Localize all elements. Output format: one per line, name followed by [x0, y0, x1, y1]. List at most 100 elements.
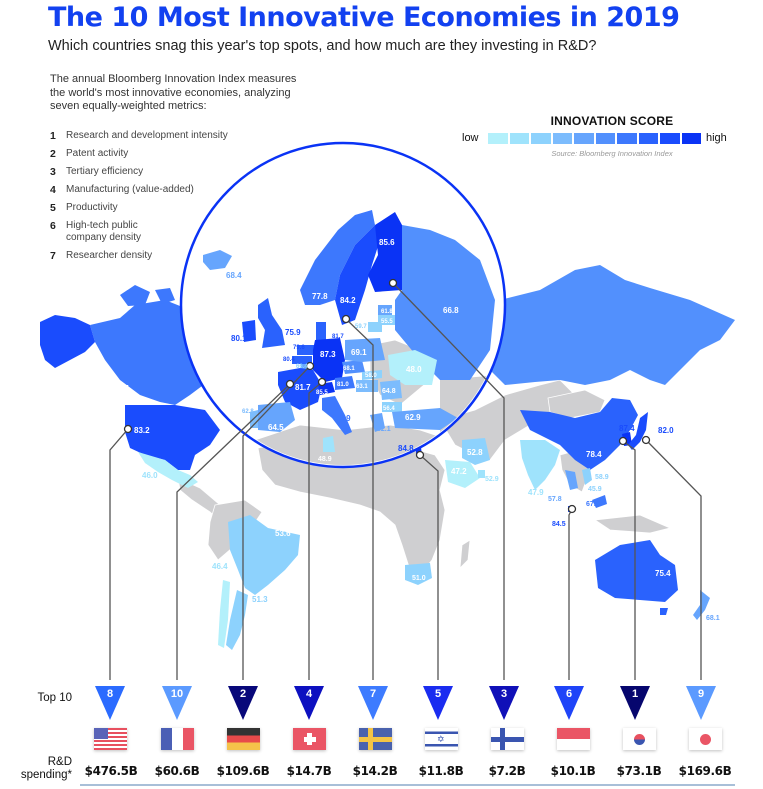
legend-swatch	[531, 132, 551, 144]
rank-marker-usa: 8	[90, 686, 130, 720]
legend-swatch	[509, 132, 529, 144]
svg-text:51.3: 51.3	[252, 595, 268, 604]
innovation-score-legend: INNOVATION SCORE low high Source: Bloomb…	[462, 114, 742, 158]
legend-swatch	[638, 132, 658, 144]
rank-marker-sweden: 7	[353, 686, 393, 720]
rd-spending-sweden: $14.2B	[352, 764, 398, 778]
svg-text:79.6: 79.6	[293, 345, 305, 351]
svg-text:84.8: 84.8	[398, 444, 414, 453]
region-mexico	[138, 452, 198, 488]
flag-germany-icon	[227, 728, 260, 750]
leader-dots	[123, 278, 651, 514]
legend-swatch	[552, 132, 572, 144]
svg-text:66.4: 66.4	[296, 364, 308, 370]
flag-usa-icon	[94, 728, 127, 750]
rd-spending-japan: $169.6B	[678, 764, 732, 778]
region-netherlands	[297, 345, 315, 355]
svg-text:82.0: 82.0	[658, 426, 674, 435]
top10-label: Top 10	[37, 692, 72, 704]
world-map: 83.2 73.7 46.0 53.6 46.4 51.3 68.4 80.1 …	[40, 141, 735, 680]
region-romania	[380, 380, 402, 400]
svg-text:66.8: 66.8	[443, 306, 459, 315]
region-belgium	[292, 356, 312, 364]
rank-marker-switzerland: 4	[289, 686, 329, 720]
region-iceland	[203, 250, 232, 270]
svg-text:61.8: 61.8	[381, 309, 393, 315]
metric-item: 6 High-tech public company density	[50, 220, 142, 243]
metric-item: 2 Patent activity	[50, 148, 129, 160]
svg-text:81.0: 81.0	[337, 382, 349, 388]
region-tunisia	[323, 436, 335, 452]
svg-text:62.9: 62.9	[405, 413, 421, 422]
region-italy	[322, 396, 352, 435]
region-russia	[490, 265, 735, 385]
region-finland	[368, 212, 402, 292]
svg-text:48.9: 48.9	[318, 456, 332, 463]
metric-item: 3 Tertiary efficiency	[50, 166, 144, 178]
legend-title: INNOVATION SCORE	[550, 114, 674, 128]
svg-text:53.6: 53.6	[275, 529, 291, 538]
svg-text:55.5: 55.5	[381, 319, 393, 325]
svg-text:52.9: 52.9	[485, 476, 499, 483]
region-vietnam	[582, 468, 592, 485]
flag-france-icon	[161, 728, 194, 750]
svg-text:87.3: 87.3	[320, 350, 336, 359]
rank-marker-israel: 5	[418, 686, 458, 720]
rank-marker-germany: 2	[223, 686, 263, 720]
legend-source: Source: Bloomberg Innovation Index	[551, 149, 673, 158]
rd-spending-france: $60.6B	[154, 764, 200, 778]
svg-text:80.1: 80.1	[231, 334, 247, 343]
region-greece	[370, 413, 385, 432]
region-france	[278, 368, 322, 410]
svg-text:85.6: 85.6	[379, 238, 395, 247]
svg-text:75.4: 75.4	[655, 569, 671, 578]
svg-text:87.4: 87.4	[619, 424, 635, 433]
metric-item: 4 Manufacturing (value-added)	[50, 184, 194, 196]
svg-text:47.9: 47.9	[528, 488, 544, 497]
region-germany	[313, 338, 345, 382]
svg-text:85.5: 85.5	[316, 390, 328, 396]
svg-text:75.9: 75.9	[285, 328, 301, 337]
region-saudi	[445, 460, 480, 488]
svg-text:51.0: 51.0	[412, 575, 426, 582]
metric-item: 5 Productivity	[50, 202, 118, 214]
flag-israel-icon: ✡	[425, 728, 458, 750]
region-chile	[218, 580, 230, 648]
metrics-list: 1 Research and development intensity 2 Pat…	[50, 130, 236, 268]
svg-text:83.2: 83.2	[134, 426, 150, 435]
svg-text:58.9: 58.9	[595, 474, 609, 481]
svg-text:69.1: 69.1	[351, 348, 367, 357]
rank-marker-france: 10	[157, 686, 197, 720]
region-sweden	[335, 225, 380, 325]
rank-marker-finland: 3	[484, 686, 524, 720]
region-south-africa	[405, 563, 432, 585]
region-iran	[462, 438, 490, 465]
region-bulgaria	[382, 402, 402, 412]
rd-spending-singapore: $10.1B	[550, 764, 596, 778]
legend-swatch	[488, 132, 508, 144]
rd-spending-label: R&D spending*	[20, 756, 72, 781]
region-turkey	[392, 408, 458, 430]
region-slovakia	[362, 370, 382, 380]
svg-text:56.4: 56.4	[383, 406, 395, 412]
svg-text:78.4: 78.4	[586, 450, 602, 459]
svg-text:81.7: 81.7	[295, 383, 311, 392]
legend-swatch	[681, 132, 701, 144]
region-india	[520, 440, 560, 490]
region-alaska	[40, 315, 95, 368]
svg-text:63.1: 63.1	[356, 384, 368, 390]
rd-spending-usa: $476.5B	[84, 764, 138, 778]
svg-text:80.4: 80.4	[283, 357, 295, 363]
map-score-labels: 83.2 73.7 46.0 53.6 46.4 51.3 68.4 80.1 …	[113, 238, 720, 622]
region-uae	[478, 470, 485, 478]
svg-text:62.1: 62.1	[377, 426, 391, 433]
flag-switzerland-icon	[293, 728, 326, 750]
svg-text:57.8: 57.8	[548, 496, 562, 503]
region-czech	[342, 360, 365, 374]
region-lithuania	[368, 322, 382, 332]
region-austria	[335, 376, 355, 390]
legend-high-label: high	[706, 132, 727, 144]
svg-text:68.1: 68.1	[706, 615, 720, 622]
rd-spending-south-korea: $73.1B	[616, 764, 662, 778]
metric-item: 1 Research and development intensity	[50, 130, 228, 142]
